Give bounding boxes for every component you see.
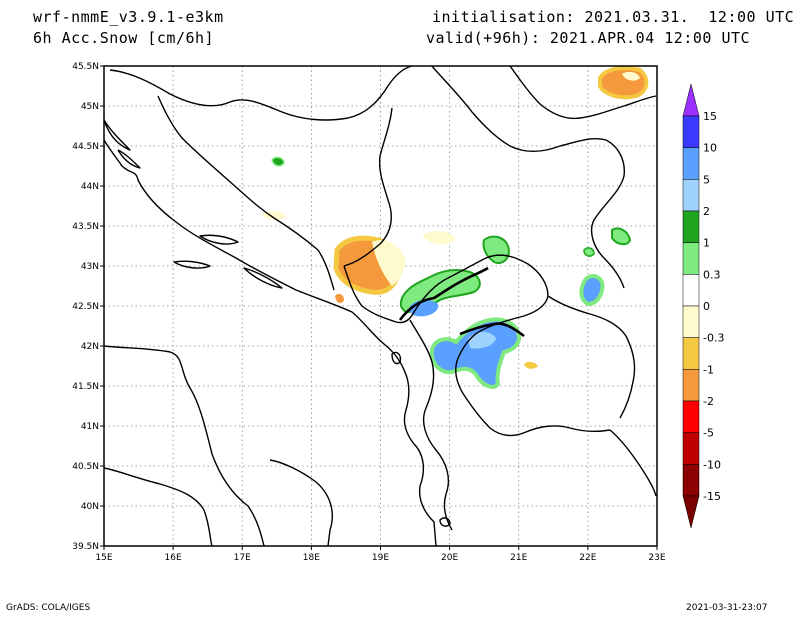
lat-label: 41N: [81, 422, 99, 432]
italy-heel: [104, 467, 213, 546]
colorbar-segment: [682, 464, 700, 497]
colorbar-segment: [682, 242, 700, 275]
lat-label: 45N: [81, 102, 99, 112]
island-1: [199, 234, 239, 245]
snow-area-greece: [524, 361, 538, 369]
lon-label: 21E: [510, 553, 527, 563]
romania-border: [509, 66, 657, 120]
italy-coast: [104, 345, 265, 546]
valid-time: valid(+96h): 2021.APR.04 12:00 UTC: [426, 29, 751, 47]
colorbar-segment: [682, 432, 700, 465]
colorbar-segment: [682, 179, 700, 212]
serbia-east-border: [430, 66, 625, 289]
colorbar-label: -15: [703, 490, 721, 503]
colorbar-top-arrow: [682, 83, 700, 117]
snow-field: [104, 66, 657, 546]
init-time: initialisation: 2021.03.31. 12:00 UTC: [432, 8, 795, 26]
lon-label: 23E: [648, 553, 665, 563]
colorbar-label: 0: [703, 300, 710, 313]
lat-label: 44.5N: [72, 142, 99, 152]
snow-area-romania-core: [622, 71, 640, 81]
corfu: [391, 351, 402, 365]
croatia-coast: [104, 139, 437, 546]
macedonia-border: [455, 315, 611, 437]
colorbar-segment: [682, 337, 700, 370]
snow-area-romania: [598, 66, 649, 100]
colorbar-segment: [682, 305, 700, 338]
lat-label: 41.5N: [72, 382, 99, 392]
lon-label: 19E: [372, 553, 389, 563]
colorbar-label: 5: [703, 173, 710, 186]
colorbar-label: 2: [703, 205, 710, 218]
colorbar-segment: [682, 115, 700, 148]
italy-gulf: [269, 459, 334, 546]
albania-border: [409, 319, 453, 531]
lon-label: 16E: [165, 553, 182, 563]
snow-area-bulgaria-3: [583, 247, 595, 257]
colorbar-label: -2: [703, 395, 714, 408]
snow-area-serbia-light: [422, 230, 456, 245]
snow-area-bosnia: [271, 156, 285, 167]
island-3: [243, 267, 283, 289]
colorbar-label: -5: [703, 427, 714, 440]
island-5: [117, 149, 141, 169]
colorbar-segment: [682, 369, 700, 402]
colorbar-label: -0.3: [703, 332, 724, 345]
grads-credit: GrADS: COLA/IGES: [6, 603, 91, 613]
coastlines-borders: [104, 66, 657, 546]
snow-area-montenegro-light: [372, 239, 406, 286]
colorbar-segment: [682, 400, 700, 433]
render-timestamp: 2021-03-31-23:07: [686, 603, 768, 613]
lat-label: 40N: [81, 502, 99, 512]
colorbar: 15 10 5 2 1 0.3 0 -0.3 -1 -2 -5 -10 -15: [682, 83, 724, 529]
kosovo-border: [413, 254, 549, 317]
snow-area-macedonia-light: [468, 332, 496, 349]
bulgaria-border: [547, 295, 636, 419]
montenegro-border: [343, 265, 415, 324]
lat-label: 43.5N: [72, 222, 99, 232]
lat-label: 42N: [81, 342, 99, 352]
colorbar-bottom-arrow: [682, 495, 700, 529]
island-4: [104, 119, 131, 151]
model-title: wrf-nmmE_v3.9.1-e3km: [33, 8, 224, 26]
colorbar-segment: [682, 147, 700, 180]
snow-area-serbia-north: [482, 235, 510, 264]
lon-label: 17E: [234, 553, 251, 563]
lon-label: 20E: [441, 553, 458, 563]
greece-coast: [609, 429, 657, 497]
colorbar-label: -1: [703, 363, 714, 376]
island-2: [173, 260, 211, 269]
snow-area-bulgaria-2: [611, 227, 632, 246]
colorbar-label: 10: [703, 142, 717, 155]
snow-area-bulgaria-1: [579, 274, 605, 307]
bosnia-south-border: [157, 95, 335, 291]
colorbar-segment: [682, 210, 700, 243]
lat-label: 39.5N: [72, 542, 99, 552]
kosovo-bold-border: [398, 266, 525, 338]
map-grid: [103, 65, 658, 547]
colorbar-label: 1: [703, 237, 710, 250]
lon-label: 18E: [303, 553, 320, 563]
colorbar-label: 15: [703, 110, 717, 123]
lat-label: 45.5N: [72, 62, 99, 72]
snow-area-mne-small: [335, 293, 344, 304]
colorbar-segment: [682, 274, 700, 307]
lat-label: 42.5N: [72, 302, 99, 312]
axis-ticks: 15E 16E 17E 18E 19E 20E 21E 22E 23E 45.5N 45N 44.5N…: [72, 62, 666, 563]
field-title: 6h Acc.Snow [cm/6h]: [33, 29, 215, 47]
serbia-west-border: [343, 107, 393, 267]
lon-label: 22E: [579, 553, 596, 563]
bosnia-border: [109, 66, 413, 121]
lat-label: 43N: [81, 262, 99, 272]
colorbar-label: 0.3: [703, 268, 721, 281]
lat-label: 44N: [81, 182, 99, 192]
colorbar-label: -10: [703, 458, 721, 471]
lon-label: 15E: [95, 553, 112, 563]
lake: [439, 517, 451, 527]
lat-label: 40.5N: [72, 462, 99, 472]
